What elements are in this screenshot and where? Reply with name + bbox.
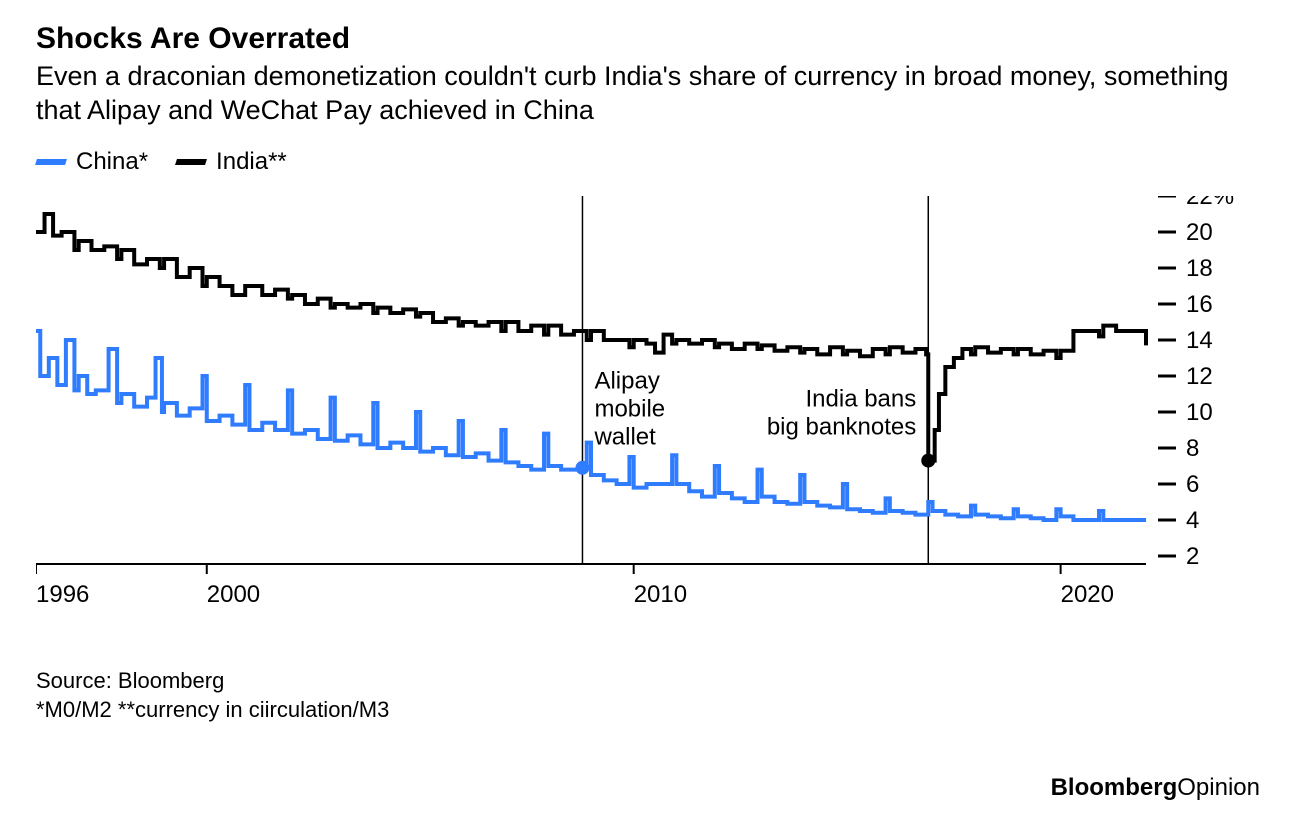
- svg-text:20: 20: [1186, 219, 1213, 246]
- svg-text:6: 6: [1186, 471, 1199, 498]
- svg-text:4: 4: [1186, 507, 1199, 534]
- svg-text:1996: 1996: [36, 581, 89, 608]
- svg-text:big banknotes: big banknotes: [767, 413, 916, 440]
- svg-text:India bans: India bans: [806, 385, 917, 412]
- svg-text:Alipay: Alipay: [594, 367, 659, 394]
- svg-text:2020: 2020: [1061, 581, 1114, 608]
- legend-item-china: China*: [36, 148, 148, 176]
- chart-area: 22% 20 18 16 14 12 10 8 6 4 2 1996 2000 2010 2020 Alipa…: [36, 196, 1260, 616]
- svg-text:mobile: mobile: [594, 395, 665, 422]
- brand: BloombergOpinion: [1051, 774, 1260, 802]
- svg-text:16: 16: [1186, 291, 1213, 318]
- svg-text:12: 12: [1186, 363, 1213, 390]
- svg-text:18: 18: [1186, 255, 1213, 282]
- legend-label-china: China*: [76, 148, 148, 176]
- brand-bold: Bloomberg: [1051, 774, 1178, 801]
- chart-title: Shocks Are Overrated: [36, 22, 1260, 56]
- legend: China* India**: [36, 148, 1260, 176]
- chart-subtitle: Even a draconian demonetization couldn't…: [36, 60, 1260, 128]
- legend-label-india: India**: [216, 148, 287, 176]
- footnote-line: *M0/M2 **currency in ciirculation/M3: [36, 695, 1260, 725]
- source-line: Source: Bloomberg: [36, 666, 1260, 696]
- svg-text:22%: 22%: [1186, 196, 1234, 210]
- chart-svg: 22% 20 18 16 14 12 10 8 6 4 2 1996 2000 2010 2020 Alipa…: [36, 196, 1236, 616]
- svg-text:2010: 2010: [634, 581, 687, 608]
- svg-text:10: 10: [1186, 399, 1213, 426]
- svg-text:14: 14: [1186, 327, 1213, 354]
- brand-light: Opinion: [1177, 774, 1260, 801]
- svg-text:2: 2: [1186, 543, 1199, 570]
- footer: Source: Bloomberg *M0/M2 **currency in c…: [36, 666, 1260, 725]
- svg-text:wallet: wallet: [593, 423, 656, 450]
- svg-text:8: 8: [1186, 435, 1199, 462]
- legend-swatch-china: [35, 159, 67, 165]
- legend-swatch-india: [175, 159, 207, 165]
- legend-item-india: India**: [176, 148, 287, 176]
- svg-text:2000: 2000: [207, 581, 260, 608]
